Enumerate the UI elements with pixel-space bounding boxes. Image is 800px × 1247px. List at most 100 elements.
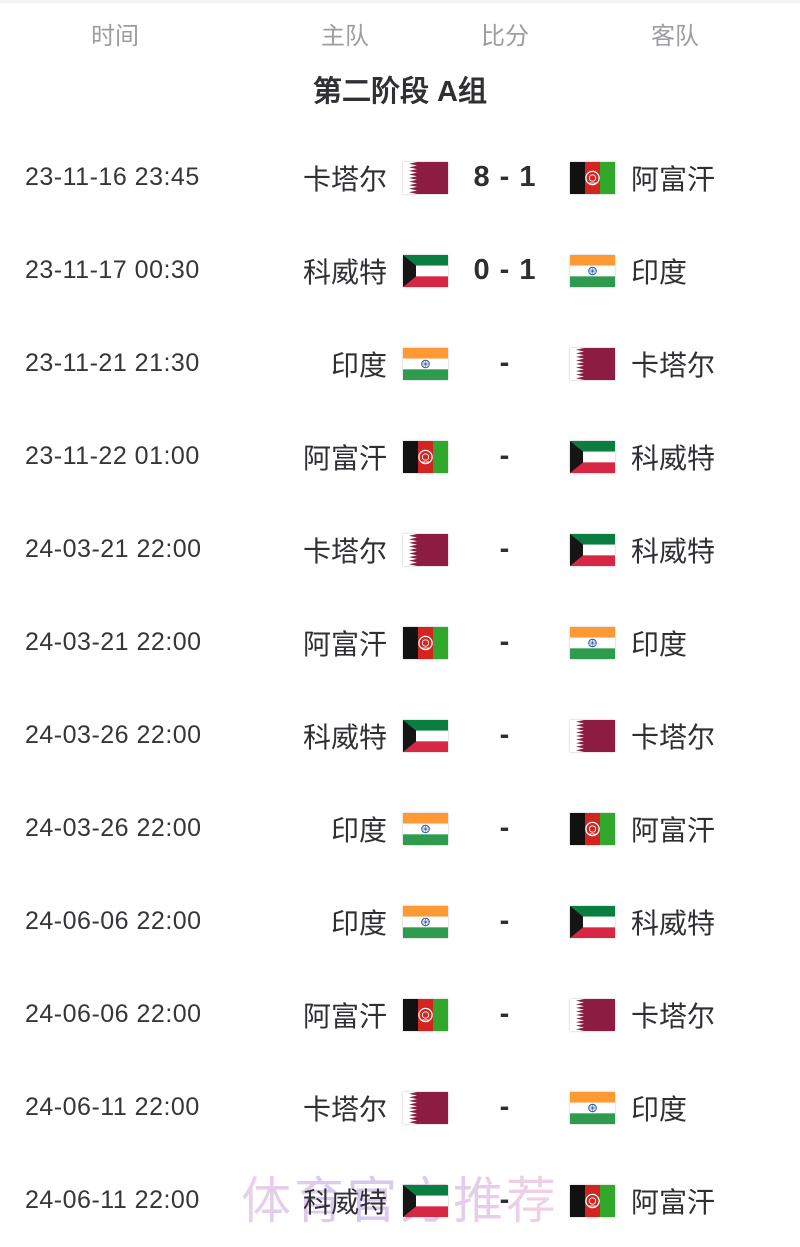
- kuwait-flag-icon: [570, 533, 615, 566]
- home-team: 阿富汗: [230, 623, 460, 663]
- match-score: -: [499, 719, 511, 751]
- match-row[interactable]: 24-06-06 22:00 阿富汗 - 卡塔尔: [0, 968, 800, 1061]
- match-time: 24-06-11 22:00: [25, 1093, 200, 1121]
- india-flag-icon: [403, 347, 448, 380]
- schedule-table: 时间 主队 比分 客队 第二阶段 A组 23-11-16 23:45 卡塔尔 8…: [0, 3, 800, 1247]
- home-team-name: 卡塔尔: [302, 1093, 387, 1125]
- india-flag-icon: [570, 1091, 615, 1124]
- match-time: 24-03-26 22:00: [25, 814, 202, 842]
- match-score: -: [499, 533, 511, 565]
- qatar-flag-icon: [570, 998, 615, 1031]
- kuwait-flag-icon: [570, 905, 615, 938]
- india-flag-icon: [403, 905, 448, 938]
- away-team-name: 印度: [631, 256, 688, 288]
- match-row[interactable]: 23-11-16 23:45 卡塔尔 8 - 1 阿富汗: [0, 131, 800, 224]
- home-team: 阿富汗: [230, 437, 460, 477]
- match-time: 23-11-17 00:30: [25, 256, 200, 284]
- afghanistan-flag-icon: [403, 626, 448, 659]
- qatar-flag-icon: [403, 533, 448, 566]
- column-header-score: 比分: [481, 22, 529, 50]
- india-flag-icon: [403, 812, 448, 845]
- afghanistan-flag-icon: [570, 812, 615, 845]
- away-team: 阿富汗: [550, 158, 800, 198]
- india-flag-icon: [570, 626, 615, 659]
- home-team: 印度: [230, 809, 460, 849]
- away-team-name: 卡塔尔: [631, 721, 716, 753]
- home-team-name: 卡塔尔: [302, 163, 387, 195]
- away-team-name: 科威特: [631, 535, 716, 567]
- away-team: 印度: [550, 623, 800, 663]
- home-team-name: 科威特: [302, 1186, 387, 1218]
- home-team-name: 阿富汗: [302, 442, 387, 474]
- india-flag-icon: [570, 254, 615, 287]
- match-score: -: [499, 1184, 511, 1216]
- match-row[interactable]: 23-11-21 21:30 印度 - 卡塔尔: [0, 317, 800, 410]
- home-team: 卡塔尔: [230, 1088, 460, 1128]
- match-score: 0 - 1: [473, 254, 537, 286]
- match-row[interactable]: 24-03-21 22:00 阿富汗 - 印度: [0, 596, 800, 689]
- column-header-away: 客队: [651, 22, 699, 50]
- match-time: 24-06-11 22:00: [25, 1186, 200, 1214]
- home-team-name: 印度: [330, 349, 387, 381]
- afghanistan-flag-icon: [570, 1184, 615, 1217]
- home-team: 印度: [230, 344, 460, 384]
- match-time: 23-11-22 01:00: [25, 442, 200, 470]
- match-row[interactable]: 24-06-11 22:00 卡塔尔 - 印度: [0, 1061, 800, 1154]
- match-score: -: [499, 626, 511, 658]
- match-row[interactable]: 24-06-06 22:00 印度 - 科威特: [0, 875, 800, 968]
- away-team-name: 科威特: [631, 907, 716, 939]
- column-header-time: 时间: [91, 22, 139, 50]
- away-team-name: 阿富汗: [631, 163, 716, 195]
- match-list: 23-11-16 23:45 卡塔尔 8 - 1 阿富汗 23-11-17 00…: [0, 121, 800, 1247]
- match-row[interactable]: 24-03-26 22:00 科威特 - 卡塔尔: [0, 689, 800, 782]
- match-score: -: [499, 905, 511, 937]
- away-team-name: 印度: [631, 628, 688, 660]
- afghanistan-flag-icon: [403, 998, 448, 1031]
- match-score: 8 - 1: [473, 161, 537, 193]
- match-score: -: [499, 812, 511, 844]
- match-time: 24-03-21 22:00: [25, 628, 202, 656]
- match-row[interactable]: 23-11-17 00:30 科威特 0 - 1 印度: [0, 224, 800, 317]
- match-time: 24-03-21 22:00: [25, 535, 202, 563]
- home-team: 科威特: [230, 251, 460, 291]
- home-team-name: 卡塔尔: [302, 535, 387, 567]
- home-team: 科威特: [230, 716, 460, 756]
- section-title: 第二阶段 A组: [312, 76, 487, 108]
- home-team-name: 阿富汗: [302, 1000, 387, 1032]
- away-team-name: 卡塔尔: [631, 349, 716, 381]
- match-score: -: [499, 998, 511, 1030]
- match-time: 24-06-06 22:00: [25, 1000, 202, 1028]
- home-team: 印度: [230, 902, 460, 942]
- match-row[interactable]: 24-03-26 22:00 印度 - 阿富汗: [0, 782, 800, 875]
- away-team: 印度: [550, 1088, 800, 1128]
- qatar-flag-icon: [570, 719, 615, 752]
- home-team: 卡塔尔: [230, 158, 460, 198]
- kuwait-flag-icon: [403, 719, 448, 752]
- qatar-flag-icon: [403, 161, 448, 194]
- away-team-name: 印度: [631, 1093, 688, 1125]
- away-team: 卡塔尔: [550, 995, 800, 1035]
- match-time: 24-03-26 22:00: [25, 721, 202, 749]
- away-team-name: 阿富汗: [631, 814, 716, 846]
- match-score: -: [499, 440, 511, 472]
- kuwait-flag-icon: [403, 254, 448, 287]
- kuwait-flag-icon: [570, 440, 615, 473]
- away-team: 科威特: [550, 902, 800, 942]
- away-team: 阿富汗: [550, 1181, 800, 1221]
- home-team-name: 印度: [330, 814, 387, 846]
- away-team: 科威特: [550, 530, 800, 570]
- qatar-flag-icon: [570, 347, 615, 380]
- home-team-name: 科威特: [302, 256, 387, 288]
- away-team-name: 科威特: [631, 442, 716, 474]
- home-team-name: 科威特: [302, 721, 387, 753]
- match-row[interactable]: 24-06-11 22:00 科威特 - 阿富汗: [0, 1154, 800, 1247]
- afghanistan-flag-icon: [570, 161, 615, 194]
- match-row[interactable]: 24-03-21 22:00 卡塔尔 - 科威特: [0, 503, 800, 596]
- match-score: -: [499, 1091, 511, 1123]
- home-team: 阿富汗: [230, 995, 460, 1035]
- table-header: 时间 主队 比分 客队: [0, 3, 800, 63]
- home-team: 科威特: [230, 1181, 460, 1221]
- match-row[interactable]: 23-11-22 01:00 阿富汗 - 科威特: [0, 410, 800, 503]
- home-team-name: 阿富汗: [302, 628, 387, 660]
- match-time: 23-11-16 23:45: [25, 163, 200, 191]
